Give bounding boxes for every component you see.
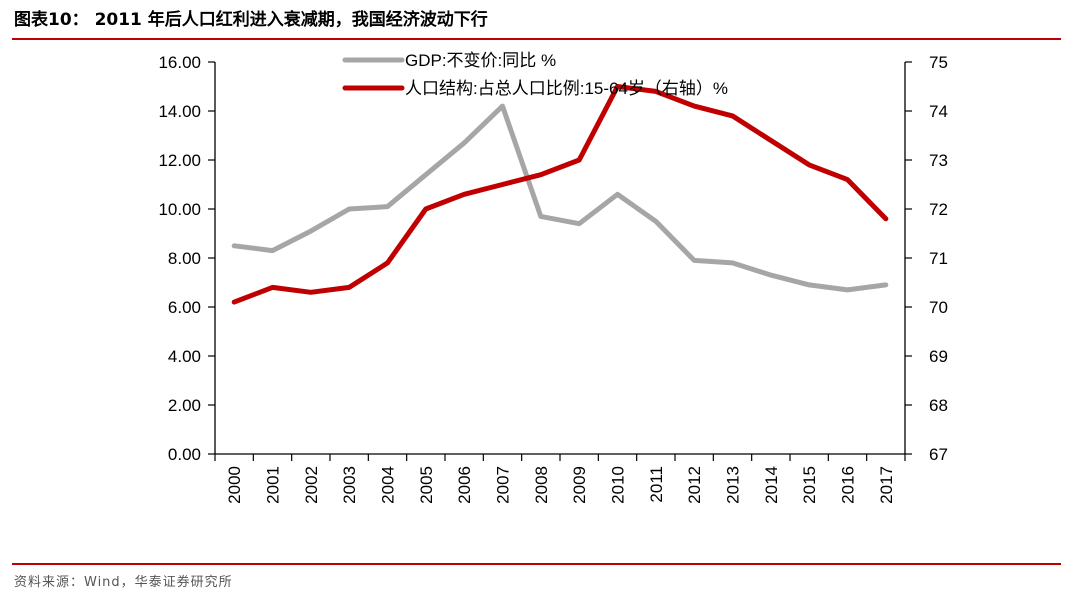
y2-tick-label: 67 [929,445,948,464]
x-tick-label: 2009 [570,466,589,504]
y2-tick-label: 75 [929,53,948,72]
y2-tick-label: 68 [929,396,948,415]
y2-tick-label: 74 [929,102,948,121]
x-tick-label: 2001 [264,466,283,504]
y2-tick-label: 70 [929,298,948,317]
y-tick-label: 2.00 [168,396,201,415]
legend-label: 人口结构:占总人口比例:15-64岁（右轴）% [405,79,728,98]
chart-series [231,84,889,305]
x-tick-label: 2013 [724,466,743,504]
chart-axes: 0.00 2.00 4.00 6.00 8.00 10.00 12.00 14.00 16.00… [158,53,947,504]
chart-legend: GDP:不变价:同比 % 人口结构:占总人口比例:15-64岁（右轴）% [342,51,728,98]
series-line-gdp [231,103,889,293]
title-divider [12,38,1061,40]
y-tick-label: 8.00 [168,249,201,268]
x-tick-label: 2000 [225,466,244,504]
x-tick-label: 2005 [417,466,436,504]
y-tick-label: 16.00 [158,53,201,72]
y-tick-label: 10.00 [158,200,201,219]
footer-divider [12,563,1061,565]
y2-tick-label: 73 [929,151,948,170]
y-tick-label: 4.00 [168,347,201,366]
series-line-population [231,84,889,305]
x-tick-label: 2017 [877,466,896,504]
y-tick-label: 6.00 [168,298,201,317]
y2-tick-label: 69 [929,347,948,366]
x-tick-label: 2006 [455,466,474,504]
y-tick-label: 12.00 [158,151,201,170]
x-tick-label: 2016 [839,466,858,504]
y-tick-label: 14.00 [158,102,201,121]
source-note: 资料来源：Wind，华泰证券研究所 [14,575,233,590]
x-tick-label: 2008 [532,466,551,504]
legend-label: GDP:不变价:同比 % [405,51,556,70]
x-tick-label: 2011 [647,466,666,503]
y2-tick-label: 71 [929,249,948,268]
x-tick-label: 2014 [762,466,781,504]
x-tick-label: 2004 [379,466,398,504]
x-tick-label: 2002 [302,466,321,504]
x-tick-label: 2010 [609,466,628,504]
figure-title: 图表10： 2011 年后人口红利进入衰减期，我国经济波动下行 [14,10,488,30]
x-tick-label: 2007 [494,466,513,504]
x-tick-label: 2003 [340,466,359,504]
x-tick-label: 2015 [800,466,819,504]
y2-tick-label: 72 [929,200,948,219]
y-tick-label: 0.00 [168,445,201,464]
x-tick-label: 2012 [685,466,704,504]
